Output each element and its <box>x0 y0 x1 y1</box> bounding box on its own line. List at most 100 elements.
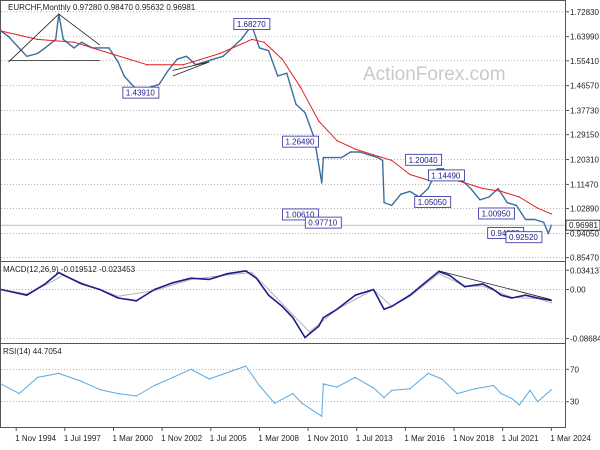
ma-point <box>73 41 75 43</box>
rsi-y-ticks: 70 30 <box>565 365 579 407</box>
rsi-point <box>18 392 20 395</box>
price-point <box>400 193 402 195</box>
y-tick-label: -0.086849 <box>570 335 600 344</box>
price-point <box>7 35 10 38</box>
price-gridlines <box>1 11 565 258</box>
ma-point <box>318 120 320 122</box>
price-point <box>62 38 65 41</box>
macd-signal-point <box>308 331 311 333</box>
price-point <box>322 156 324 159</box>
y-tick-label: 0.94050 <box>570 229 599 238</box>
rsi-point <box>427 372 429 375</box>
rsi-point <box>550 389 553 391</box>
rsi-gridlines <box>1 368 565 403</box>
price-point <box>240 38 242 41</box>
macd-signal-point <box>438 273 440 275</box>
price-point <box>381 159 384 162</box>
price-point <box>99 47 101 49</box>
x-tick-label: 1 Jul 2005 <box>210 434 247 443</box>
rsi-point <box>135 395 137 397</box>
annotation-label: 1.05050 <box>418 198 447 207</box>
rsi-point <box>190 368 192 370</box>
annotation-box <box>282 135 319 148</box>
price-point <box>488 196 490 198</box>
price-point <box>108 47 110 49</box>
rsi-point <box>0 383 2 385</box>
rsi-point <box>273 402 276 405</box>
ma-point <box>109 52 112 55</box>
macd-header: MACD(12,26,9) -0.019512 -0.023453 <box>3 265 136 274</box>
price-point <box>26 55 28 58</box>
price-point <box>470 187 472 190</box>
macd-signal-point <box>251 271 253 274</box>
ma-point <box>536 207 539 209</box>
price-point <box>36 52 39 55</box>
rsi-point <box>58 372 60 375</box>
y-tick-label: 1.29150 <box>570 131 599 140</box>
price-point <box>204 61 206 63</box>
price-point <box>258 47 261 49</box>
rsi-header: RSI(14) 44.7054 <box>3 347 62 356</box>
price-point <box>222 55 224 58</box>
rsi-point <box>390 389 393 392</box>
annotation-label: 1.20040 <box>409 156 438 165</box>
rsi-point <box>301 402 303 405</box>
macd-point <box>390 305 393 308</box>
macd-point <box>322 317 324 319</box>
annotation-box <box>233 18 271 30</box>
x-tick-label: 1 Mar 2008 <box>258 434 299 443</box>
price-point <box>427 187 429 190</box>
trendline <box>58 13 101 46</box>
annotation-label: 0.92520 <box>509 233 538 242</box>
ma-point <box>372 154 375 156</box>
annotation-label: 1.26490 <box>285 138 314 147</box>
annotation-label: 1.43910 <box>126 89 155 98</box>
y-tick-label: 30 <box>570 398 579 407</box>
watermark-text: ActionForex.com <box>363 64 506 85</box>
macd-trendline <box>438 270 552 301</box>
x-tick-label: 1 Jul 1997 <box>64 434 101 443</box>
y-tick-label: 0.85470 <box>570 254 599 263</box>
price-y-ticks: 1.72830 1.63990 1.55410 1.46570 1.37730 1.291… <box>565 8 599 263</box>
rsi-point <box>441 378 443 380</box>
macd-point <box>292 317 294 319</box>
macd-point <box>482 283 484 285</box>
price-point <box>185 55 188 58</box>
price-point <box>167 69 169 72</box>
ma-point <box>354 148 356 150</box>
price-point <box>506 201 508 204</box>
price-point <box>515 204 518 207</box>
price-point <box>55 38 57 41</box>
y-tick-label: 1.37730 <box>570 107 599 116</box>
ma-point <box>299 86 302 88</box>
trendlines <box>8 13 210 77</box>
price-point <box>383 201 385 204</box>
rsi-point <box>245 365 247 367</box>
macd-point <box>153 288 156 291</box>
y-tick-label: 0.00 <box>570 286 586 295</box>
ma-point <box>263 41 265 43</box>
ma-point <box>390 159 393 162</box>
trendline <box>8 13 60 63</box>
price-point <box>390 204 393 207</box>
rsi-point <box>456 392 458 395</box>
x-tick-label: 1 Nov 1994 <box>15 434 56 443</box>
current-price-label: 0.96981 <box>569 221 598 230</box>
price-point <box>295 103 297 105</box>
rsi-point <box>474 388 477 390</box>
y-tick-label: 1.63990 <box>570 33 599 42</box>
rsi-point <box>511 397 513 400</box>
ma-point <box>463 182 466 184</box>
ma-point <box>0 30 2 32</box>
rsi-point <box>372 387 375 389</box>
macd-point <box>500 294 502 296</box>
macd-signal-point <box>267 288 270 291</box>
annotation-box <box>428 169 465 182</box>
x-tick-label: 1 Mar 2024 <box>550 434 591 443</box>
current-price-box <box>565 219 600 231</box>
ma-point <box>409 173 411 176</box>
x-tick-label: 1 Mar 2000 <box>112 434 153 443</box>
price-point <box>340 156 343 159</box>
